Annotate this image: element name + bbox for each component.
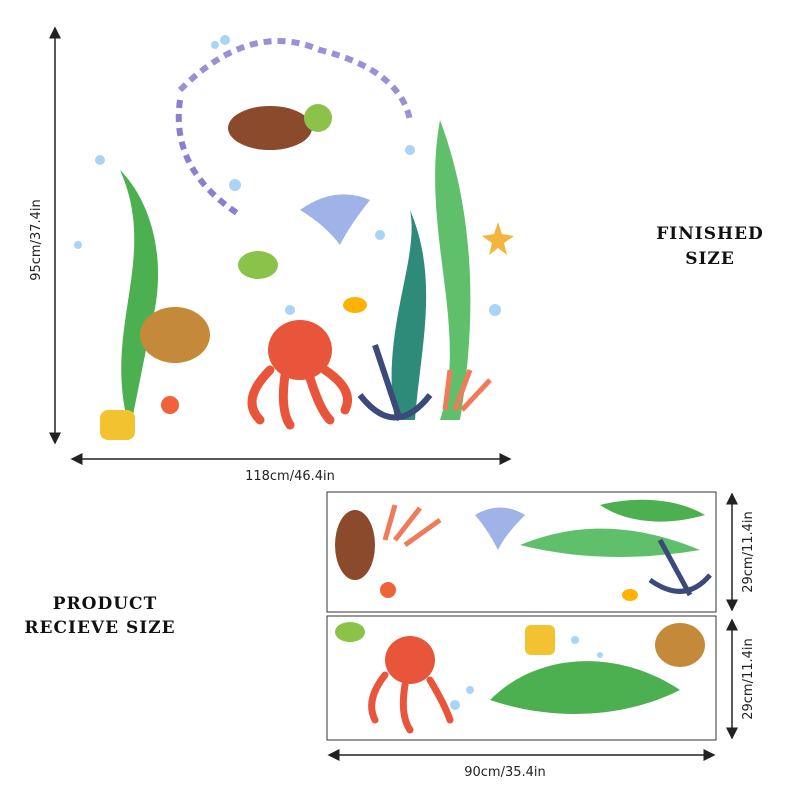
received-title: PRODUCT xyxy=(53,594,157,614)
sponge xyxy=(525,625,555,655)
bubbles xyxy=(450,636,603,710)
octopus-arms xyxy=(247,365,352,430)
seaweed xyxy=(520,528,700,557)
width-label: 118cm/46.4in xyxy=(245,469,335,484)
sheet-height-label: 29cm/11.4in xyxy=(741,638,756,720)
crab xyxy=(161,396,179,414)
fish-school xyxy=(177,38,413,121)
seaweed xyxy=(120,170,159,430)
fish xyxy=(343,297,367,313)
seaweed xyxy=(391,210,427,420)
pot xyxy=(140,307,210,363)
octopus xyxy=(268,320,332,380)
turtle xyxy=(228,106,312,150)
starfish xyxy=(482,222,514,255)
bubbles xyxy=(74,35,501,316)
anchor xyxy=(357,344,433,421)
pot xyxy=(655,623,705,667)
anchor xyxy=(648,538,712,597)
fish xyxy=(622,589,638,601)
finished-illustration xyxy=(74,35,514,440)
received-title: RECIEVE SIZE xyxy=(24,618,175,638)
sheet xyxy=(326,615,717,741)
turtle-head xyxy=(304,104,332,132)
sheet-height-label: 29cm/11.4in xyxy=(741,511,756,593)
octopus-arms xyxy=(368,671,454,734)
fish-school xyxy=(175,99,242,218)
octopus xyxy=(385,636,435,684)
sponge xyxy=(100,410,135,440)
crab xyxy=(380,582,396,598)
seaweed xyxy=(435,120,471,420)
manta-ray xyxy=(475,507,525,550)
height-label: 95cm/37.4in xyxy=(29,199,44,281)
coral xyxy=(442,369,492,412)
pufferfish xyxy=(238,251,278,279)
coral xyxy=(382,504,442,548)
sheet-width-label: 90cm/35.4in xyxy=(464,765,546,780)
finished-title: SIZE xyxy=(685,249,735,269)
sheet xyxy=(326,491,717,613)
seaweed xyxy=(490,661,680,714)
manta-ray xyxy=(300,194,370,245)
seaweed xyxy=(600,499,705,522)
turtle xyxy=(335,510,375,580)
finished-title: FINISHED xyxy=(656,224,764,244)
pufferfish xyxy=(335,622,365,642)
